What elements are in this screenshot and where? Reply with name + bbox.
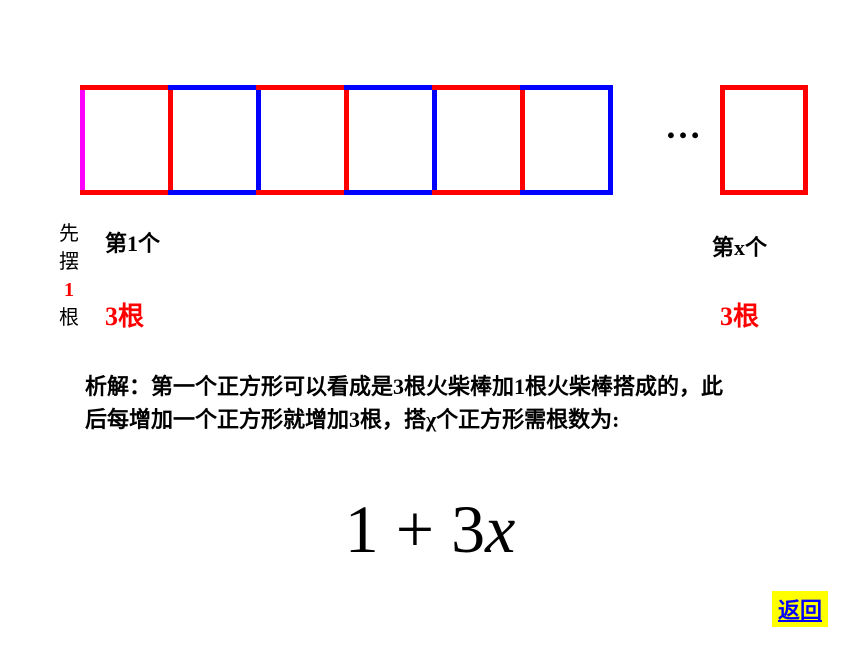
vlabel-pre: 先摆 bbox=[59, 223, 79, 273]
square-6 bbox=[525, 85, 613, 195]
formula-1: 1 bbox=[345, 491, 379, 567]
formula-3: 3 bbox=[451, 491, 485, 567]
label-first-text: 第1个 bbox=[105, 231, 160, 256]
ellipsis: … bbox=[665, 105, 701, 147]
square-2 bbox=[173, 85, 261, 195]
square-5 bbox=[437, 85, 525, 195]
formula-plus: + bbox=[396, 491, 434, 567]
square-1 bbox=[85, 85, 173, 195]
matchstick-diagram: … bbox=[80, 85, 800, 195]
label-first-square: 第1个 bbox=[105, 226, 160, 258]
vlabel-post: 根 bbox=[59, 307, 79, 329]
formula-x: x bbox=[485, 491, 515, 567]
square-4 bbox=[349, 85, 437, 195]
count-xth: 3根 bbox=[720, 296, 759, 333]
last-square bbox=[720, 85, 808, 195]
vertical-label-first-stick: 先摆 1 根 bbox=[58, 220, 80, 332]
back-button[interactable]: 返回 bbox=[772, 591, 828, 627]
count-first: 3根 bbox=[105, 296, 144, 333]
label-xth-square: 第x个 bbox=[712, 230, 767, 262]
formula: 1 + 3x bbox=[0, 490, 860, 569]
explanation-text: 析解：第一个正方形可以看成是3根火柴棒加1根火柴棒搭成的，此后每增加一个正方形就… bbox=[85, 370, 725, 436]
label-xth-text: 第x个 bbox=[712, 235, 767, 260]
vlabel-one: 1 bbox=[64, 279, 74, 301]
square-3 bbox=[261, 85, 349, 195]
